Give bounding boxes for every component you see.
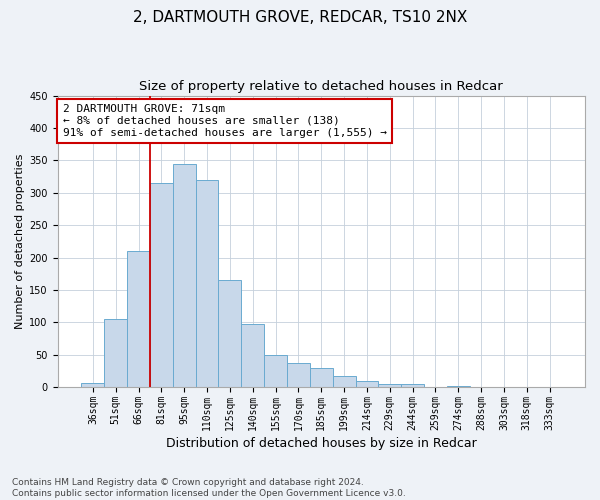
Text: Contains HM Land Registry data © Crown copyright and database right 2024.
Contai: Contains HM Land Registry data © Crown c… bbox=[12, 478, 406, 498]
Y-axis label: Number of detached properties: Number of detached properties bbox=[15, 154, 25, 329]
Bar bbox=[104, 319, 127, 387]
Bar bbox=[196, 180, 218, 387]
Bar bbox=[332, 376, 356, 387]
Bar bbox=[150, 183, 173, 387]
Bar bbox=[127, 251, 150, 387]
Bar bbox=[447, 386, 470, 387]
Bar bbox=[241, 324, 264, 387]
Bar bbox=[356, 380, 379, 387]
Bar bbox=[173, 164, 196, 387]
Bar bbox=[287, 363, 310, 387]
Text: 2, DARTMOUTH GROVE, REDCAR, TS10 2NX: 2, DARTMOUTH GROVE, REDCAR, TS10 2NX bbox=[133, 10, 467, 25]
Bar bbox=[310, 368, 332, 387]
Bar bbox=[82, 382, 104, 387]
Bar bbox=[493, 386, 515, 387]
Title: Size of property relative to detached houses in Redcar: Size of property relative to detached ho… bbox=[139, 80, 503, 93]
Bar bbox=[379, 384, 401, 387]
Bar bbox=[218, 280, 241, 387]
X-axis label: Distribution of detached houses by size in Redcar: Distribution of detached houses by size … bbox=[166, 437, 476, 450]
Bar bbox=[401, 384, 424, 387]
Bar bbox=[538, 386, 561, 387]
Bar bbox=[264, 355, 287, 387]
Text: 2 DARTMOUTH GROVE: 71sqm
← 8% of detached houses are smaller (138)
91% of semi-d: 2 DARTMOUTH GROVE: 71sqm ← 8% of detache… bbox=[63, 104, 387, 138]
